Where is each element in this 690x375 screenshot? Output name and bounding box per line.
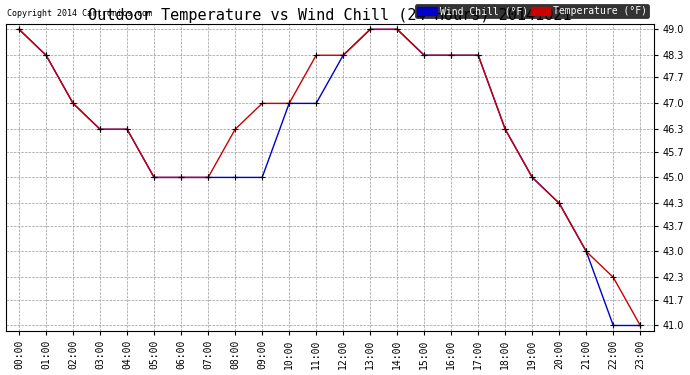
Title: Outdoor Temperature vs Wind Chill (24 Hours) 20141021: Outdoor Temperature vs Wind Chill (24 Ho… — [88, 8, 571, 22]
Legend: Wind Chill (°F), Temperature (°F): Wind Chill (°F), Temperature (°F) — [415, 4, 649, 18]
Text: Copyright 2014 Cartronics.com: Copyright 2014 Cartronics.com — [7, 9, 152, 18]
